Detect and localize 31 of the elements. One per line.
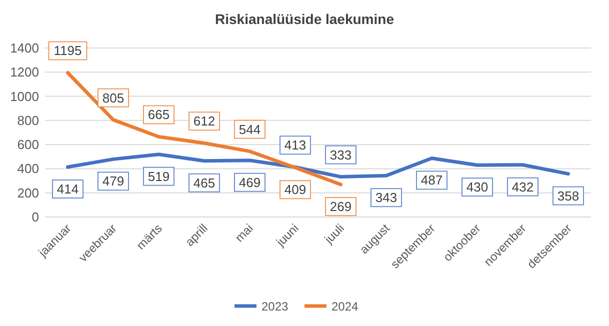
chart-title: Riskianalüüside laekumine — [215, 11, 394, 27]
data-label: 333 — [330, 147, 352, 162]
y-tick-label: 200 — [17, 185, 39, 200]
y-tick-label: 0 — [32, 210, 39, 224]
data-label: 805 — [102, 90, 124, 106]
data-label: 612 — [193, 114, 216, 129]
y-tick-label: 800 — [17, 112, 39, 128]
data-label: 479 — [102, 174, 124, 189]
data-label: 469 — [238, 174, 261, 190]
y-tick-label: 1200 — [10, 64, 39, 80]
data-label: 1195 — [54, 43, 82, 58]
data-label: 487 — [420, 172, 443, 188]
y-tick-label: 600 — [17, 137, 39, 152]
data-label: 430 — [466, 180, 488, 195]
y-tick-label: 1400 — [10, 40, 39, 56]
data-label: 432 — [512, 179, 534, 194]
legend-label: 2024 — [332, 300, 359, 314]
data-label: 413 — [284, 138, 306, 153]
data-label: 409 — [284, 182, 306, 198]
data-label: 358 — [557, 188, 580, 204]
data-label: 665 — [148, 107, 170, 122]
x-tick-label: mai — [232, 221, 256, 245]
data-label: 269 — [330, 199, 352, 214]
y-tick-label: 1000 — [10, 88, 39, 104]
legend-label: 2023 — [262, 300, 289, 314]
data-label: 465 — [193, 175, 216, 190]
data-label: 544 — [238, 122, 261, 137]
data-label: 414 — [56, 182, 79, 197]
y-tick-label: 400 — [17, 161, 39, 176]
data-label: 343 — [375, 190, 398, 206]
data-label: 519 — [148, 168, 170, 184]
